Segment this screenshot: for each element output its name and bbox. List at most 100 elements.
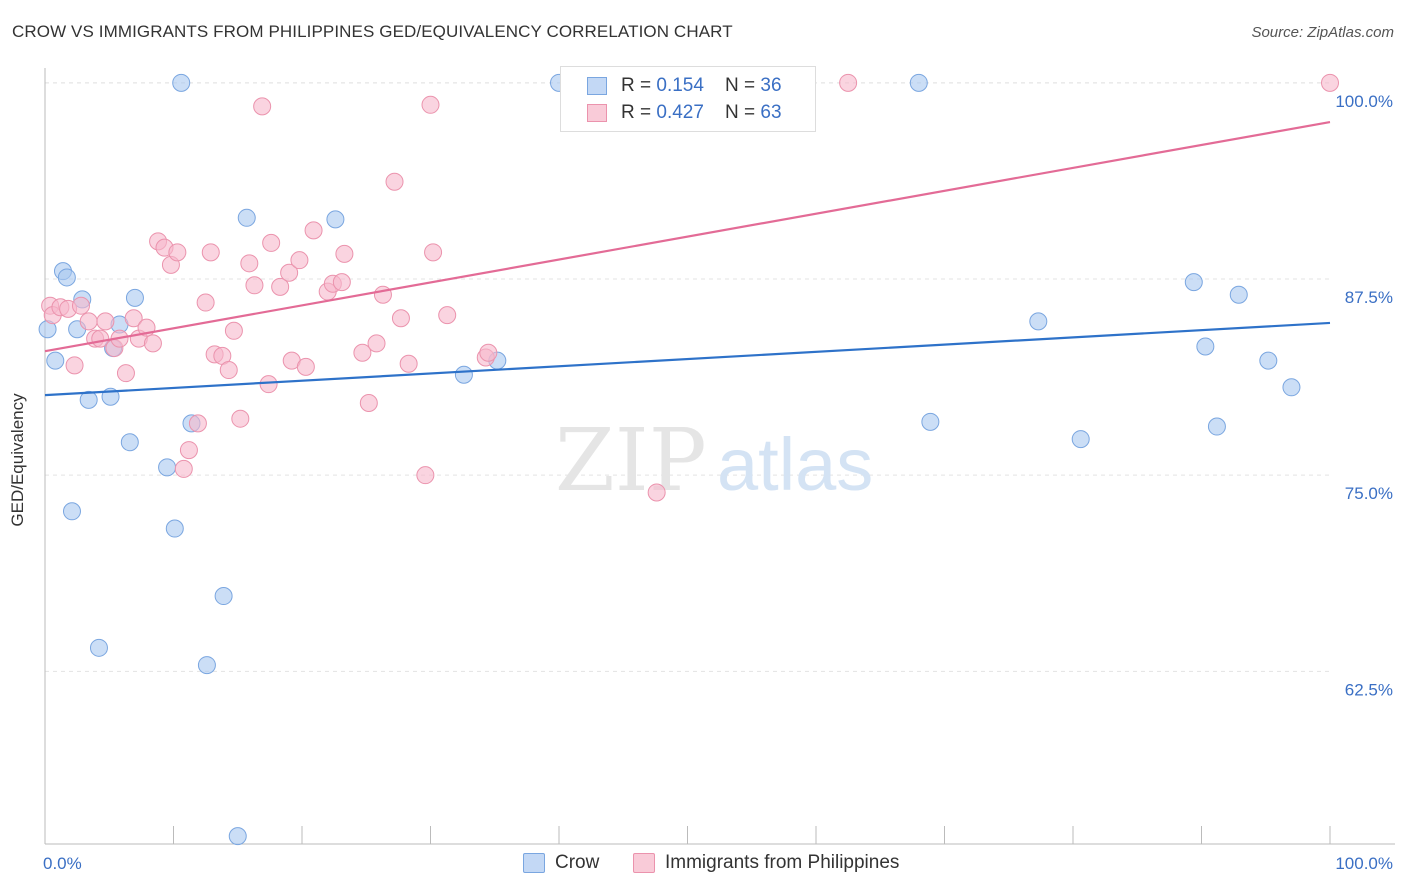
series-legend: Crow Immigrants from Philippines: [0, 852, 1406, 878]
x-tick-label-max: 100.0%: [1335, 854, 1393, 873]
y-tick-label: 100.0%: [1335, 92, 1393, 111]
point-philippines: [174, 459, 193, 478]
point-philippines: [240, 254, 259, 273]
point-philippines: [262, 233, 281, 252]
legend-swatch-crow: [587, 77, 607, 95]
point-philippines: [296, 357, 315, 376]
point-philippines: [124, 309, 143, 328]
point-crow: [46, 351, 65, 370]
point-philippines: [196, 293, 215, 312]
watermark-atlas: atlas: [717, 423, 873, 506]
axes: [44, 68, 1395, 845]
legend-swatch-philippines: [633, 853, 655, 873]
legend-swatch-crow: [523, 853, 545, 873]
point-philippines: [359, 393, 378, 412]
trend-line-crow: [44, 321, 1331, 397]
legend-swatch-philippines: [587, 104, 607, 122]
r-label: R =: [621, 75, 657, 96]
legend-label-philippines: Immigrants from Philippines: [665, 852, 900, 873]
point-philippines: [416, 466, 435, 485]
point-philippines: [224, 321, 243, 340]
point-philippines: [335, 244, 354, 263]
point-crow: [172, 73, 191, 92]
point-philippines: [424, 243, 443, 262]
point-philippines: [143, 334, 162, 353]
point-crow: [197, 656, 216, 675]
point-crow: [57, 268, 76, 287]
point-crow: [1207, 417, 1226, 436]
n-value: 63: [760, 102, 782, 123]
point-crow: [237, 208, 256, 227]
point-crow: [909, 73, 928, 92]
point-crow: [1282, 378, 1301, 397]
point-philippines: [201, 243, 220, 262]
point-philippines: [367, 334, 386, 353]
point-crow: [120, 433, 139, 452]
point-philippines: [353, 343, 372, 362]
point-crow: [1029, 312, 1048, 331]
point-crow: [89, 638, 108, 657]
point-philippines: [245, 276, 264, 295]
point-philippines: [391, 309, 410, 328]
point-philippines: [65, 356, 84, 375]
point-philippines: [280, 263, 299, 282]
point-philippines: [188, 414, 207, 433]
point-philippines: [96, 312, 115, 331]
point-crow: [228, 827, 247, 846]
watermark: ZIP atlas: [555, 411, 873, 511]
point-crow: [1196, 337, 1215, 356]
point-philippines: [438, 306, 457, 325]
point-crow: [158, 458, 177, 477]
point-philippines: [271, 277, 290, 296]
point-philippines: [290, 251, 309, 270]
x-tick-label-min: 0.0%: [43, 854, 82, 873]
point-philippines: [179, 441, 198, 460]
point-philippines: [647, 483, 666, 502]
y-tick-label: 75.0%: [1345, 484, 1393, 503]
y-tick-label: 62.5%: [1345, 680, 1393, 699]
point-philippines: [253, 97, 272, 116]
tick-labels: 62.5% 75.0% 87.5% 100.0% 0.0% 100.0%: [43, 92, 1393, 873]
legend-label-crow: Crow: [555, 852, 600, 873]
point-crow: [1229, 285, 1248, 304]
point-philippines: [1321, 73, 1339, 92]
correlation-legend: R = 0.154 N = 36 R = 0.427 N = 63: [560, 66, 816, 132]
grid-lines: [45, 82, 1330, 672]
point-crow: [1184, 273, 1203, 292]
point-philippines: [71, 296, 90, 315]
point-philippines: [421, 95, 440, 114]
point-philippines: [399, 354, 418, 373]
point-philippines: [219, 361, 238, 380]
chart-title: CROW VS IMMIGRANTS FROM PHILIPPINES GED/…: [12, 22, 733, 41]
point-philippines: [259, 375, 278, 394]
point-philippines: [373, 285, 392, 304]
n-value: 36: [760, 75, 782, 96]
point-crow: [165, 519, 184, 538]
point-crow: [454, 365, 473, 384]
point-crow: [214, 587, 233, 606]
point-crow: [79, 390, 98, 409]
point-philippines: [79, 312, 98, 331]
r-value: 0.154: [656, 75, 704, 96]
point-philippines: [304, 221, 323, 240]
point-philippines: [479, 343, 498, 362]
point-philippines: [839, 73, 858, 92]
watermark-zip: ZIP: [555, 411, 707, 511]
trend-line-philippines: [44, 120, 1331, 353]
n-label: N =: [725, 75, 761, 96]
point-crow: [125, 288, 144, 307]
r-label: R =: [621, 102, 657, 123]
point-crow: [921, 412, 940, 431]
point-crow: [326, 210, 345, 229]
point-philippines: [231, 409, 250, 428]
point-crow: [1259, 351, 1278, 370]
trend-lines: [44, 120, 1331, 397]
point-philippines: [116, 364, 135, 383]
n-label: N =: [725, 102, 761, 123]
point-crow: [1071, 430, 1090, 449]
point-philippines: [332, 273, 351, 292]
y-tick-label: 87.5%: [1345, 288, 1393, 307]
r-value: 0.427: [656, 102, 704, 123]
source-label: Source: ZipAtlas.com: [1251, 24, 1394, 41]
